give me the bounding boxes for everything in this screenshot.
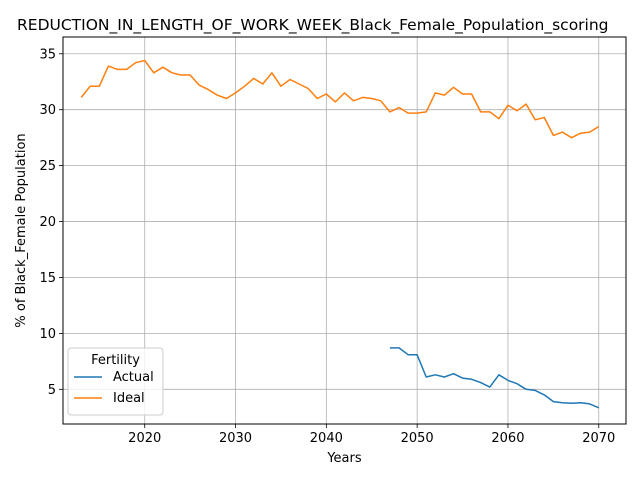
grid-lines	[63, 37, 626, 424]
legend-title: Fertility	[91, 353, 140, 368]
y-tick-label: 15	[39, 271, 56, 286]
legend: Fertility Actual Ideal	[67, 347, 164, 416]
legend-entries: Actual Ideal	[74, 370, 154, 406]
y-tick-label: 35	[39, 47, 56, 62]
x-tick-label: 2070	[582, 431, 615, 446]
y-axis-label: % of Black_Female Population	[14, 133, 29, 327]
x-axis: 2020 2030 2040 2050 2060 2070	[128, 424, 615, 446]
chart-title: REDUCTION_IN_LENGTH_OF_WORK_WEEK_Black_F…	[17, 16, 609, 35]
legend-label-ideal: Ideal	[113, 391, 145, 406]
x-tick-label: 2060	[491, 431, 524, 446]
y-tick-label: 20	[39, 215, 56, 230]
y-tick-label: 30	[39, 103, 56, 118]
y-tick-label: 5	[48, 383, 56, 398]
series-layer	[80, 59, 600, 409]
x-tick-label: 2050	[401, 431, 434, 446]
series-line-actual	[389, 347, 600, 409]
x-axis-label: Years	[326, 451, 362, 466]
x-tick-label: 2020	[128, 431, 161, 446]
legend-label-actual: Actual	[113, 370, 154, 385]
y-axis: 5 10 15 20 25 30 35	[39, 47, 63, 398]
plot-frame	[62, 36, 627, 425]
y-tick-label: 25	[39, 159, 56, 174]
x-tick-label: 2040	[310, 431, 343, 446]
x-tick-label: 2030	[219, 431, 252, 446]
y-tick-label: 10	[39, 327, 56, 342]
series-line-ideal	[80, 59, 600, 139]
